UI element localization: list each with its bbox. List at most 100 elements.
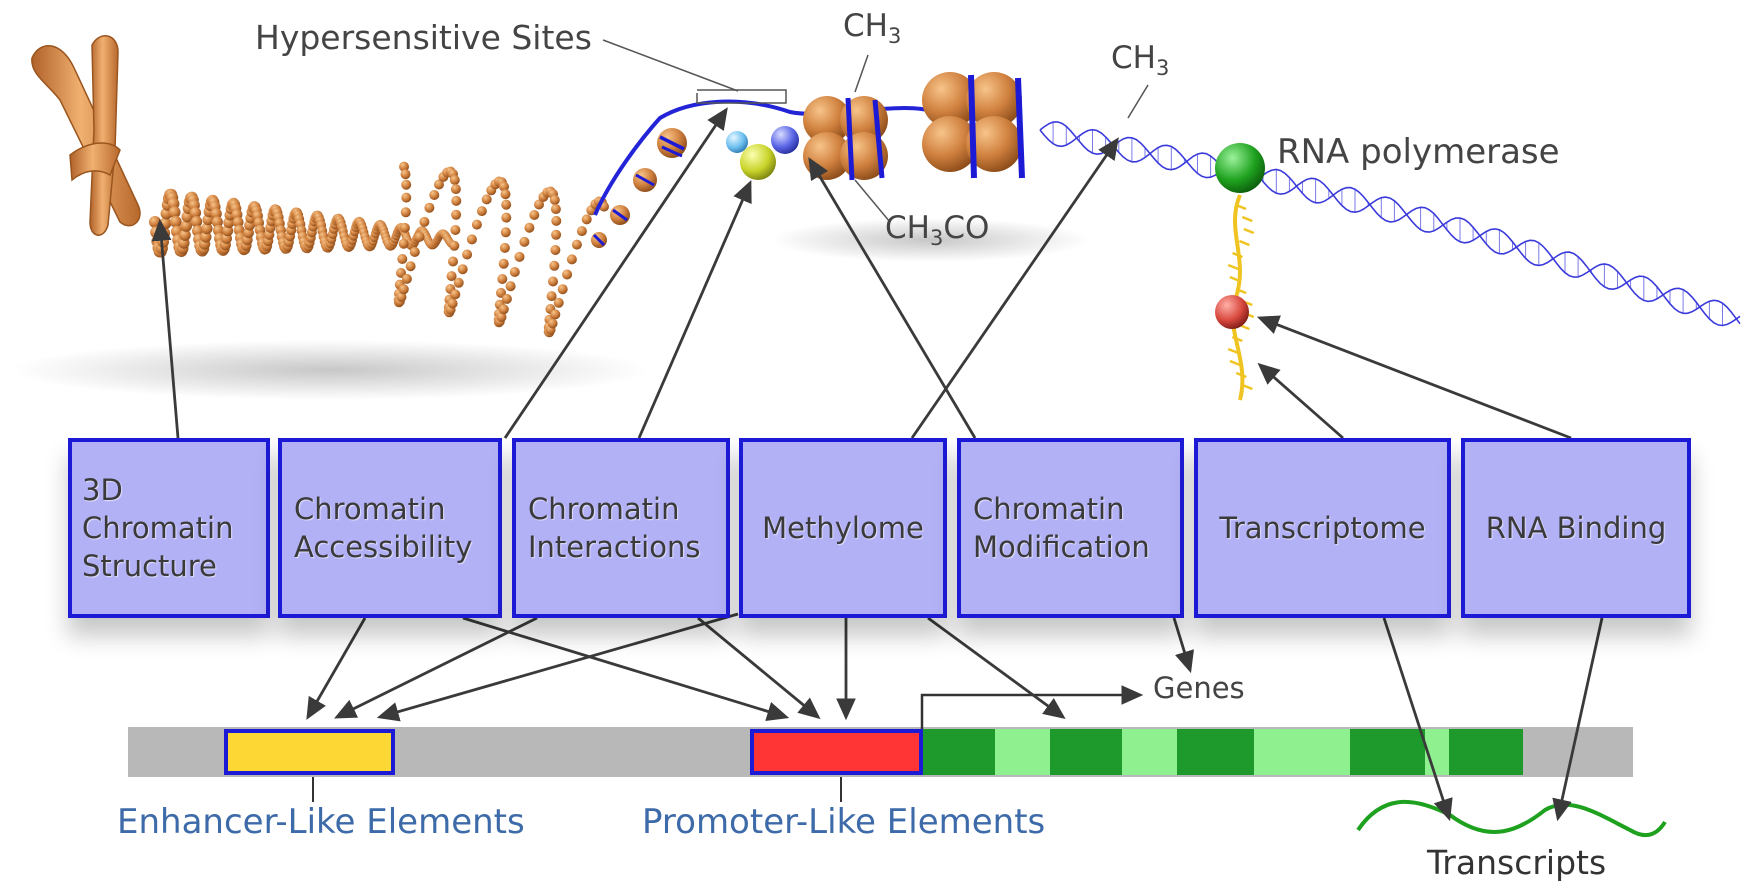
chromatin-bead [399, 222, 410, 233]
chromatin-bead [551, 229, 562, 240]
arrow [376, 612, 739, 722]
chromatin-bead [501, 199, 512, 210]
genes-label: Genes [1153, 671, 1245, 705]
chromatin-bead [419, 216, 430, 227]
chromatin-bead [192, 225, 204, 237]
chromatin-bead [398, 238, 409, 249]
genome-track [128, 685, 1633, 802]
chromatin-bead [449, 175, 460, 185]
rna-tick [1232, 251, 1243, 259]
chromatin-bead [466, 234, 477, 245]
illustration-shadow [10, 340, 650, 400]
enhancer-label: Enhancer-Like Elements [117, 802, 525, 842]
chromatin-bead [553, 297, 564, 308]
chromatin-bead [401, 192, 412, 203]
chromatin-bead [462, 249, 473, 260]
arrow [927, 616, 1066, 719]
rna-tick [1235, 371, 1247, 379]
chromatin-bead [201, 222, 213, 235]
assay-box-methylome: Methylome [739, 438, 947, 618]
rna-tick [1241, 383, 1253, 391]
assay-label: 3D Chromatin Structure [82, 473, 234, 583]
chromatin-bead [448, 256, 458, 267]
chromatin-bead [400, 207, 411, 218]
assay-label: Chromatin Modification [973, 492, 1150, 564]
arrow [151, 218, 180, 439]
chromatin-bead [550, 204, 561, 215]
assay-label: RNA Binding [1485, 511, 1667, 545]
chromatin-bead [180, 220, 192, 232]
exon [1350, 729, 1425, 775]
assay-label: Chromatin Accessibility [294, 492, 473, 564]
chromatin-bead [190, 216, 203, 228]
arrow [1172, 617, 1194, 674]
assay-box-chromatin-accessibility: Chromatin Accessibility [278, 438, 502, 618]
chromatin-bead [453, 277, 464, 288]
chromatin-bead [481, 194, 492, 205]
chromatin-bead [398, 284, 409, 295]
methyl-label-left: CH3 [843, 8, 902, 49]
chromatin-bead [450, 289, 461, 300]
chromatin-bead [501, 293, 512, 304]
chromatin-bead [557, 284, 568, 295]
chromatin-bead [562, 269, 573, 280]
chromatin-bead [509, 267, 520, 277]
assay-label: Transcriptome [1219, 511, 1426, 545]
arrow [637, 179, 752, 439]
chromatin-fiber-icon [149, 161, 609, 338]
rna-tick [1243, 227, 1255, 235]
promoter-label: Promoter-Like Elements [642, 802, 1046, 842]
rna-tick [1227, 263, 1239, 271]
chromatin-bead [434, 179, 444, 190]
chromatin-bead [429, 190, 440, 200]
chromatin-bead [546, 291, 557, 302]
chromatin-bead [514, 251, 525, 262]
chromatin-bead [529, 210, 540, 220]
chromatin-bead [396, 292, 407, 302]
rna-tick [1238, 239, 1250, 247]
arrow [462, 616, 790, 721]
rna-tick [1229, 359, 1241, 367]
chromatin-bead [232, 216, 244, 228]
chromatin-bead [200, 231, 212, 243]
rna-tick [1229, 275, 1241, 283]
chromatin-bead [500, 227, 511, 238]
chromatin-bead [449, 240, 460, 251]
exon [1177, 729, 1254, 775]
chromatin-bead [499, 242, 510, 253]
assay-box-rna-binding: RNA Binding [1461, 438, 1691, 618]
arrow [1552, 617, 1604, 822]
rna-tick [1235, 287, 1247, 295]
chromatin-bead [400, 169, 411, 180]
transcript-icon [1356, 799, 1667, 837]
small-nucleosomes-icon [591, 128, 687, 248]
exon [923, 729, 995, 775]
acetyl-label: CH3CO [885, 210, 990, 251]
chromatin-bead [551, 215, 562, 226]
rna-polymerase-label: RNA polymerase [1277, 132, 1560, 172]
rna-tick [1241, 215, 1253, 223]
chromatin-bead [499, 181, 509, 192]
chromatin-bead [548, 276, 558, 287]
arrow [910, 137, 1119, 439]
chromatin-bead [519, 236, 530, 247]
chromatin-bead [457, 264, 468, 275]
chromatin-bead [451, 195, 462, 206]
transcription-factors-icon [726, 126, 799, 180]
hypersensitive-sites-label: Hypersensitive Sites [255, 18, 592, 57]
arrow [334, 616, 538, 719]
exon [1449, 729, 1523, 775]
chromatin-bead [550, 309, 561, 320]
chromatin-bead [498, 258, 509, 269]
chromatin-bead [524, 222, 535, 233]
arrow [1382, 617, 1453, 822]
rna-tick [1227, 347, 1239, 355]
chromatin-bead [505, 281, 516, 292]
chromatin-bead [397, 254, 408, 264]
chromatin-bead [497, 274, 508, 284]
assay-label: Methylome [762, 511, 924, 545]
nascent-rna-ticks [1227, 203, 1255, 391]
transcripts-label: Transcripts [1427, 843, 1607, 882]
